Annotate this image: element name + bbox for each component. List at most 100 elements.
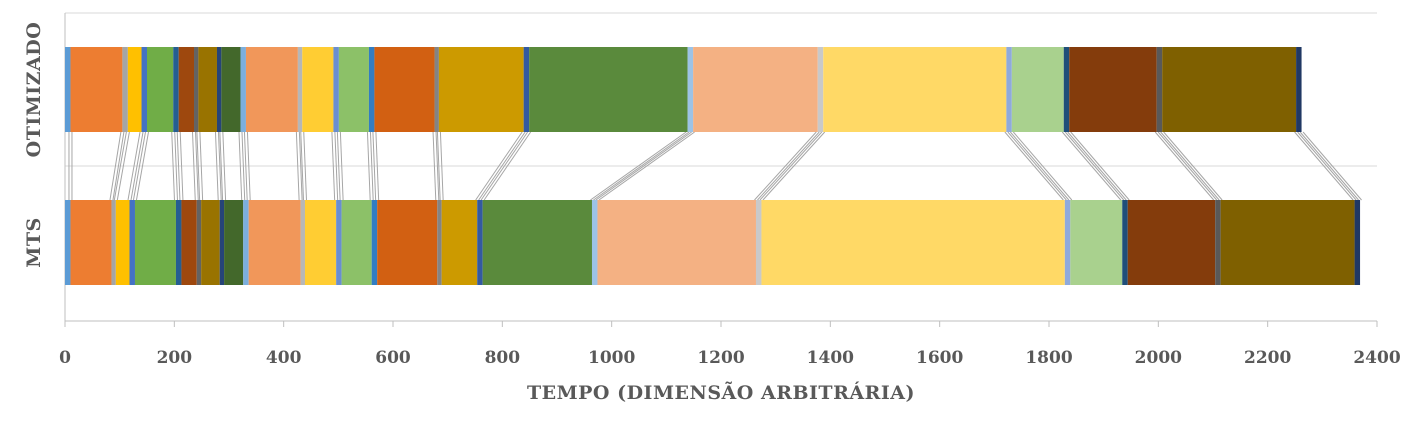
bar-segment-otimizado-14	[245, 47, 298, 132]
x-axis: 0 200 400 600 800 1000 1200 1400 1600 1800 2000 220…	[59, 320, 1401, 368]
connector-line-15	[303, 131, 307, 201]
bar-segment-otimizado-26	[693, 47, 818, 132]
connector-line-20	[435, 131, 440, 201]
connector-line-14	[298, 131, 303, 201]
connector-line-16	[331, 131, 336, 201]
bar-segment-mts-31	[1122, 200, 1128, 285]
connector-line-11	[222, 131, 227, 201]
connector-lines	[68, 131, 1362, 201]
connector-line-21	[436, 131, 441, 201]
bar-segment-mts-34	[1220, 200, 1355, 285]
x-tick-label: 2200	[1244, 348, 1291, 368]
bar-segment-otimizado-25	[687, 47, 694, 132]
bar-segment-otimizado-10	[198, 47, 217, 132]
x-tick-label: 600	[375, 348, 411, 368]
connector-line-27	[762, 131, 826, 201]
connector-line-3	[113, 131, 127, 201]
bar-segment-otimizado-20	[374, 47, 435, 132]
connector-line-26	[757, 131, 820, 201]
connector-line-2	[112, 131, 125, 201]
connector-line-30	[1064, 131, 1125, 201]
bar-segment-mts-1	[65, 200, 71, 285]
bar-segment-otimizado-1	[65, 47, 71, 132]
bar-segment-mts-30	[1070, 200, 1123, 285]
bar-segment-mts-7	[175, 200, 182, 285]
bar-segment-mts-18	[341, 200, 372, 285]
bar-segment-mts-21	[437, 200, 442, 285]
connector-line-9	[199, 131, 204, 201]
connector-line-17	[336, 131, 341, 201]
connector-line-11	[219, 131, 224, 201]
connector-line-20	[432, 131, 437, 201]
category-label-otimizado: OTIMIZADO	[23, 22, 45, 158]
connector-line-28	[1004, 131, 1064, 201]
bar-segment-otimizado-22	[438, 47, 524, 132]
bar-segment-mts-5	[129, 200, 135, 285]
bar-segment-otimizado-23	[523, 47, 530, 132]
connector-line-22	[478, 131, 526, 201]
bar-segment-mts-25	[591, 200, 598, 285]
bar-segment-mts-20	[377, 200, 438, 285]
bar-segment-mts-22	[441, 200, 478, 285]
bar-segment-otimizado-19	[368, 47, 375, 132]
bar-segment-mts-11	[219, 200, 225, 285]
connector-line-18	[366, 131, 371, 201]
bar-segment-otimizado-30	[1011, 47, 1064, 132]
connector-line-24	[590, 131, 687, 201]
bar-segment-otimizado-28	[823, 47, 1007, 132]
bar-segment-otimizado-3	[122, 47, 128, 132]
x-tick-label: 800	[485, 348, 521, 368]
connector-line-13	[243, 131, 248, 201]
bar-segment-otimizado-27	[817, 47, 824, 132]
bar-segment-mts-19	[371, 200, 378, 285]
bar-segment-otimizado-13	[240, 47, 246, 132]
connector-line-12	[238, 131, 243, 201]
connector-line-6	[171, 131, 175, 201]
connector-line-19	[375, 131, 380, 201]
connector-line-31	[1070, 131, 1130, 201]
connector-line-10	[214, 131, 219, 201]
connector-line-16	[334, 131, 339, 201]
connector-line-23	[480, 131, 529, 201]
connector-line-3	[116, 131, 130, 201]
bar-segment-mts-15	[300, 200, 305, 285]
connector-line-32	[1157, 131, 1218, 201]
connector-line-29	[1009, 131, 1070, 201]
connector-line-33	[1160, 131, 1220, 201]
connector-line-32	[1154, 131, 1215, 201]
connector-line-35	[1302, 131, 1362, 201]
bar-segment-otimizado-6	[147, 47, 174, 132]
bar-segment-otimizado-18	[338, 47, 369, 132]
x-tick-label: 1400	[807, 348, 854, 368]
connector-line-5	[132, 131, 146, 201]
connector-line-14	[295, 131, 300, 201]
bar-segment-mts-23	[477, 200, 483, 285]
connector-line-7	[179, 131, 184, 201]
bar-segment-mts-4	[115, 200, 130, 285]
bar-segment-mts-10	[201, 200, 220, 285]
bar-segment-otimizado-7	[173, 47, 179, 132]
bar-segment-mts-26	[597, 200, 756, 285]
bar-segment-mts-27	[755, 200, 762, 285]
connector-line-9	[196, 131, 201, 201]
connector-line-34	[1294, 131, 1354, 201]
bar-segment-otimizado-32	[1069, 47, 1157, 132]
bars	[65, 47, 1361, 285]
connector-line-6	[174, 131, 178, 201]
bar-segment-mts-6	[134, 200, 176, 285]
bar-segment-mts-13	[243, 200, 249, 285]
bar-segment-mts-17	[336, 200, 342, 285]
x-tick-label: 1200	[697, 348, 744, 368]
bar-segment-mts-35	[1354, 200, 1361, 285]
bar-segment-mts-12	[224, 200, 244, 285]
bar-segment-otimizado-35	[1296, 47, 1302, 132]
connector-line-25	[595, 131, 692, 201]
bar-segment-mts-24	[482, 200, 592, 285]
x-tick-label: 400	[266, 348, 302, 368]
bar-segment-otimizado-33	[1156, 47, 1163, 132]
bar-segment-otimizado-17	[333, 47, 339, 132]
x-axis-title: TEMPO (DIMENSÃO ARBITRÁRIA)	[527, 381, 915, 404]
connector-line-10	[217, 131, 222, 201]
bar-segment-mts-8	[181, 200, 197, 285]
connector-line-18	[369, 131, 374, 201]
